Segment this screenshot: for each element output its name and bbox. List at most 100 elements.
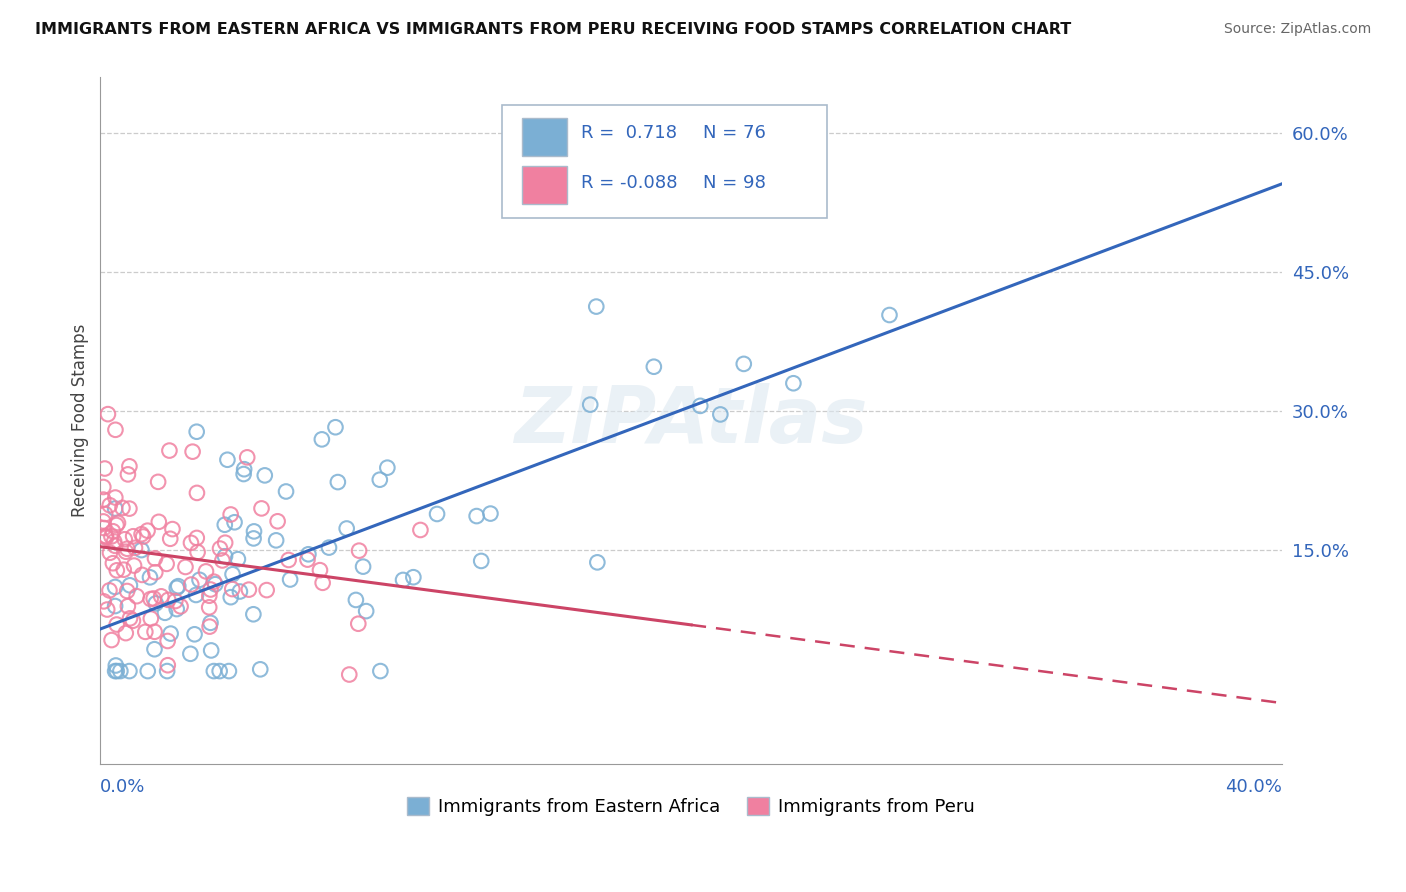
Point	[309, 563, 332, 577]
Point	[94, 529, 117, 543]
Point	[179, 647, 201, 661]
Point	[122, 558, 145, 573]
Point	[136, 524, 159, 538]
Point	[326, 475, 349, 489]
Point	[156, 658, 179, 673]
Point	[174, 560, 197, 574]
Point	[104, 658, 127, 673]
Point	[250, 501, 273, 516]
Point	[643, 359, 665, 374]
Point	[125, 589, 148, 603]
Point	[150, 590, 173, 604]
Point	[142, 591, 165, 606]
Point	[167, 579, 190, 593]
Point	[180, 536, 202, 550]
Point	[392, 573, 415, 587]
Point	[214, 535, 236, 549]
Point	[200, 643, 222, 657]
Point	[368, 473, 391, 487]
Point	[325, 420, 347, 434]
Point	[183, 627, 205, 641]
Point	[208, 541, 231, 556]
Point	[91, 492, 114, 507]
Point	[204, 577, 226, 591]
Point	[156, 664, 179, 678]
Point	[200, 615, 222, 630]
Point	[98, 546, 121, 560]
Point	[145, 597, 167, 611]
Point	[122, 614, 145, 628]
Point	[117, 599, 139, 614]
Point	[100, 529, 122, 543]
Point	[148, 515, 170, 529]
Point	[879, 308, 901, 322]
Point	[143, 624, 166, 639]
Point	[139, 570, 162, 584]
Point	[114, 626, 136, 640]
Point	[218, 664, 240, 678]
Point	[94, 529, 117, 543]
Point	[159, 626, 181, 640]
Point	[143, 566, 166, 580]
Point	[159, 532, 181, 546]
Point	[104, 539, 127, 553]
Point	[107, 516, 129, 530]
Point	[136, 664, 159, 678]
Point	[134, 624, 156, 639]
Point	[219, 590, 242, 604]
Point	[180, 577, 202, 591]
Point	[105, 617, 128, 632]
Point	[94, 507, 117, 521]
Text: 0.0%: 0.0%	[100, 778, 146, 796]
Point	[124, 541, 146, 555]
Point	[186, 531, 208, 545]
Point	[143, 551, 166, 566]
Point	[243, 524, 266, 539]
Point	[233, 462, 256, 476]
Point	[118, 459, 141, 474]
Point	[311, 575, 333, 590]
Point	[166, 581, 188, 595]
Point	[111, 500, 134, 515]
Point	[266, 514, 288, 528]
Point	[221, 567, 243, 582]
Point	[118, 611, 141, 625]
Point	[105, 664, 128, 678]
Point	[217, 452, 239, 467]
Point	[426, 507, 449, 521]
Legend: Immigrants from Eastern Africa, Immigrants from Peru: Immigrants from Eastern Africa, Immigran…	[401, 789, 983, 823]
Point	[104, 580, 127, 594]
Point	[93, 594, 115, 608]
Point	[224, 516, 246, 530]
Point	[238, 582, 260, 597]
Point	[264, 533, 287, 548]
Point	[139, 611, 162, 625]
Point	[187, 545, 209, 559]
Text: ZIPAtlas: ZIPAtlas	[515, 383, 868, 458]
Point	[226, 552, 249, 566]
Point	[139, 592, 162, 607]
Point	[104, 599, 127, 613]
Point	[184, 588, 207, 602]
Point	[115, 545, 138, 559]
Point	[132, 529, 155, 543]
Point	[586, 555, 609, 569]
Point	[110, 664, 132, 678]
Point	[198, 619, 221, 633]
Point	[96, 602, 118, 616]
Point	[347, 616, 370, 631]
Point	[219, 508, 242, 522]
Point	[249, 662, 271, 676]
Point	[709, 408, 731, 422]
Point	[232, 467, 254, 481]
Point	[579, 398, 602, 412]
Point	[94, 531, 117, 545]
Text: 40.0%: 40.0%	[1225, 778, 1282, 796]
Point	[186, 486, 208, 500]
Point	[253, 468, 276, 483]
Point	[479, 507, 502, 521]
Point	[94, 461, 117, 475]
Point	[188, 573, 211, 587]
Point	[153, 606, 176, 620]
Point	[186, 425, 208, 439]
